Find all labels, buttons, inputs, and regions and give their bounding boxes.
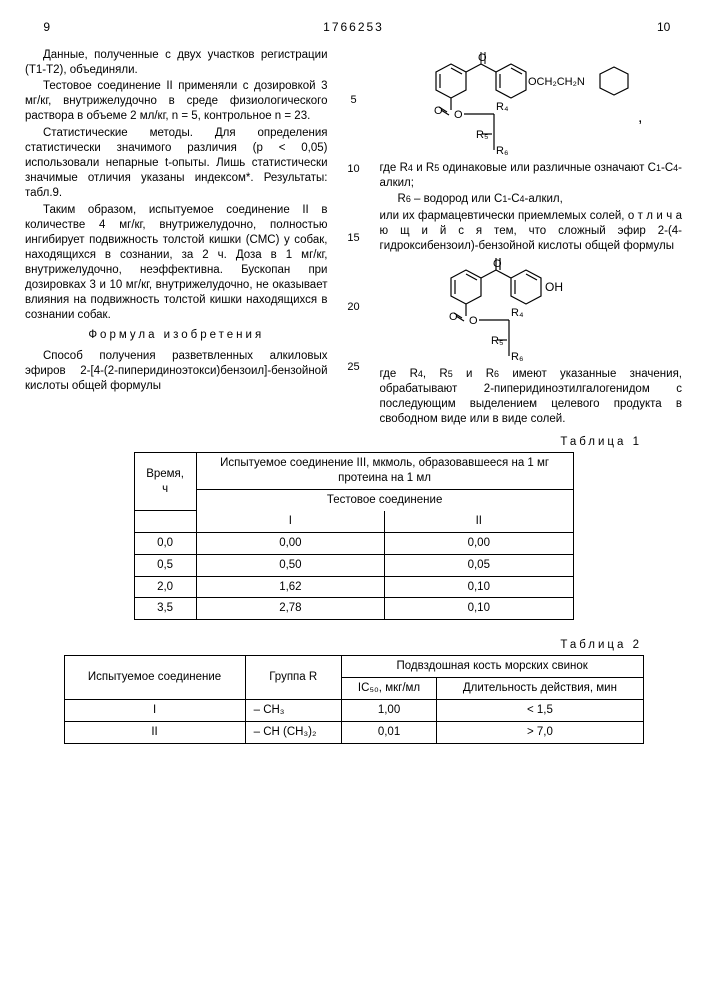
right-column: O OCH₂CH₂N O O R₄ R₅ R₆ , где R4	[380, 48, 683, 429]
table-cell: 0,05	[385, 554, 573, 576]
svg-text:O: O	[449, 311, 458, 323]
table-cell: I	[64, 700, 245, 722]
table-cell: 0,00	[196, 532, 384, 554]
table-cell: 0,10	[385, 576, 573, 598]
paragraph: Способ получения разветвленных алкиловых…	[25, 349, 328, 394]
table-header: Испытуемое соединение III, мкмоль, образ…	[196, 452, 573, 489]
table-2-label: Таблица 2	[25, 638, 642, 653]
table-cell: – CH (CH₃)₂	[245, 722, 341, 744]
chemical-structure-2: O OH O O R₄ R₅ R₆	[431, 258, 631, 363]
table-cell: 0,00	[385, 532, 573, 554]
table-header: Подвздошная кость морских свинок	[341, 656, 643, 678]
svg-text:R₄: R₄	[511, 307, 524, 319]
paragraph: или их фармацевтически приемлемых солей,…	[380, 209, 683, 254]
line-num: 5	[350, 93, 356, 107]
table-cell: 1,00	[341, 700, 437, 722]
chemical-structure-1: O OCH₂CH₂N O O R₄ R₅ R₆ ,	[416, 52, 646, 157]
svg-text:,: ,	[638, 109, 642, 126]
page-number-right: 10	[657, 20, 682, 36]
svg-text:R₄: R₄	[496, 101, 509, 113]
line-num: 10	[347, 162, 359, 176]
table-header: Время, ч	[134, 452, 196, 510]
table-header: IC₅₀, мкг/мл	[341, 678, 437, 700]
left-column: Данные, полученные с двух участков регис…	[25, 48, 328, 429]
paragraph: Данные, полученные с двух участков регис…	[25, 48, 328, 78]
svg-text:R₆: R₆	[511, 351, 523, 363]
table-header: Тестовое соединение	[196, 489, 573, 510]
table-header: I	[196, 511, 384, 532]
table-cell: 2,0	[134, 576, 196, 598]
table-cell: < 1,5	[437, 700, 643, 722]
table-header: II	[385, 511, 573, 532]
svg-text:R₅: R₅	[491, 335, 503, 347]
table-header: Группа R	[245, 656, 341, 700]
line-number-gutter: 5 10 15 20 25	[346, 48, 362, 429]
svg-text:OH: OH	[545, 280, 563, 294]
table-cell: 0,0	[134, 532, 196, 554]
svg-text:R₆: R₆	[496, 145, 508, 157]
svg-text:R₅: R₅	[476, 129, 488, 141]
doc-number: 1766253	[50, 20, 657, 36]
table-1-label: Таблица 1	[25, 435, 642, 450]
formula-heading: Формула изобретения	[25, 328, 328, 343]
table-cell: II	[64, 722, 245, 744]
table-cell: 0,01	[341, 722, 437, 744]
table-cell: 0,50	[196, 554, 384, 576]
table-cell: 1,62	[196, 576, 384, 598]
two-column-layout: Данные, полученные с двух участков регис…	[25, 48, 682, 429]
paragraph: R6 – водород или С1-С4-алкил,	[380, 192, 683, 207]
table-cell: 0,5	[134, 554, 196, 576]
table-cell: 0,10	[385, 598, 573, 620]
line-num: 25	[347, 360, 359, 374]
svg-text:O: O	[469, 315, 478, 327]
paragraph: Статистические методы. Для определения с…	[25, 126, 328, 201]
page-header: 9 1766253 10	[25, 20, 682, 36]
line-num: 20	[347, 300, 359, 314]
paragraph: где R4, R5 и R6 имеют указанные значения…	[380, 367, 683, 427]
table-header: Длительность действия, мин	[437, 678, 643, 700]
svg-text:O: O	[434, 105, 443, 117]
table-1: Время, ч Испытуемое соединение III, мкмо…	[134, 452, 574, 621]
page-number-left: 9	[25, 20, 50, 36]
table-cell: – CH₃	[245, 700, 341, 722]
paragraph: Таким образом, испытуемое соединение II …	[25, 203, 328, 323]
svg-text:O: O	[493, 258, 502, 270]
svg-text:OCH₂CH₂N: OCH₂CH₂N	[528, 76, 585, 88]
table-header: Испытуемое соединение	[64, 656, 245, 700]
table-cell: 3,5	[134, 598, 196, 620]
table-cell: > 7,0	[437, 722, 643, 744]
table-2: Испытуемое соединение Группа R Подвздошн…	[64, 655, 644, 744]
svg-text:O: O	[454, 109, 463, 121]
line-num: 15	[347, 231, 359, 245]
table-cell: 2,78	[196, 598, 384, 620]
paragraph: где R4 и R5 одинаковые или различные озн…	[380, 161, 683, 191]
svg-text:O: O	[478, 52, 487, 64]
paragraph: Тестовое соединение II применяли с дозир…	[25, 79, 328, 124]
